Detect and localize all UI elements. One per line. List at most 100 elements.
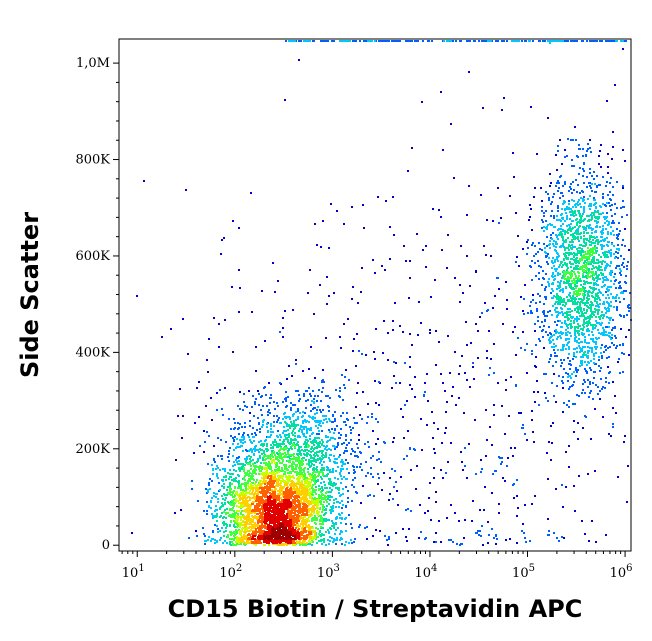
- event-dot: [241, 510, 243, 512]
- event-dot: [253, 415, 255, 417]
- event-dot: [610, 305, 612, 307]
- event-dot: [481, 312, 483, 314]
- event-dot: [564, 278, 566, 280]
- event-dot: [564, 282, 566, 284]
- event-dot: [446, 40, 448, 42]
- event-dot: [563, 271, 565, 273]
- event-dot: [545, 210, 547, 212]
- event-dot: [581, 266, 583, 268]
- event-dot: [614, 203, 616, 205]
- event-dot: [614, 213, 616, 215]
- event-dot: [574, 340, 576, 342]
- event-dot: [313, 448, 315, 450]
- event-dot: [210, 397, 212, 399]
- event-dot: [532, 294, 534, 296]
- event-dot: [454, 512, 456, 514]
- event-dot: [356, 333, 358, 335]
- event-dot: [602, 225, 604, 227]
- event-dot: [498, 503, 500, 505]
- event-dot: [541, 200, 543, 202]
- event-dot: [311, 457, 313, 459]
- event-dot: [341, 543, 343, 545]
- event-dot: [593, 289, 595, 291]
- event-dot: [406, 455, 408, 457]
- event-dot: [582, 220, 584, 222]
- event-dot: [567, 380, 569, 382]
- event-dot: [613, 306, 615, 308]
- event-dot: [255, 449, 257, 451]
- event-dot: [368, 40, 370, 42]
- event-dot: [514, 447, 516, 449]
- event-dot: [543, 215, 545, 217]
- event-dot: [233, 449, 235, 451]
- event-dot: [462, 292, 464, 294]
- event-dot: [392, 329, 394, 331]
- event-dot: [331, 520, 333, 522]
- event-dot: [572, 246, 574, 248]
- event-dot: [610, 209, 612, 211]
- event-dot: [306, 428, 308, 430]
- event-dot: [543, 243, 545, 245]
- event-dot: [228, 418, 230, 420]
- event-dot: [263, 444, 265, 446]
- event-dot: [347, 497, 349, 499]
- event-dot: [337, 501, 339, 503]
- event-dot: [199, 445, 201, 447]
- event-dot: [605, 308, 607, 310]
- event-dot: [354, 40, 356, 42]
- event-dot: [583, 379, 585, 381]
- event-dot: [288, 436, 290, 438]
- event-dot: [565, 286, 567, 288]
- event-dot: [353, 338, 355, 340]
- event-dot: [607, 172, 609, 174]
- event-dot: [617, 252, 619, 254]
- event-dot: [319, 458, 321, 460]
- event-dot: [575, 303, 577, 305]
- event-dot: [599, 398, 601, 400]
- event-dot: [297, 424, 299, 426]
- event-dot: [618, 248, 620, 250]
- event-dot: [331, 471, 333, 473]
- event-dot: [549, 42, 551, 44]
- event-dot: [566, 208, 568, 210]
- event-dot: [305, 439, 307, 441]
- event-dot: [608, 322, 610, 324]
- event-dot: [223, 511, 225, 513]
- event-dot: [348, 542, 350, 544]
- event-dot: [597, 284, 599, 286]
- event-dot: [253, 479, 255, 481]
- event-dot: [216, 465, 218, 467]
- event-dot: [321, 455, 323, 457]
- event-dot: [513, 176, 515, 178]
- event-dot: [307, 292, 309, 294]
- event-dot: [506, 308, 508, 310]
- event-dot: [343, 442, 345, 444]
- event-dot: [541, 227, 543, 229]
- event-dot: [382, 40, 384, 42]
- event-dot: [214, 542, 216, 544]
- event-dot: [309, 465, 311, 467]
- event-dot: [288, 466, 290, 468]
- event-dot: [557, 320, 559, 322]
- event-dot: [161, 336, 163, 338]
- event-dot: [608, 433, 610, 435]
- event-dot: [593, 40, 595, 42]
- event-dot: [214, 539, 216, 541]
- event-dot: [598, 332, 600, 334]
- event-dot: [619, 344, 621, 346]
- event-dot: [616, 309, 618, 311]
- event-dot: [586, 40, 588, 42]
- event-dot: [579, 225, 581, 227]
- event-dot: [445, 411, 447, 413]
- event-dot: [548, 285, 550, 287]
- event-dot: [485, 455, 487, 457]
- event-dot: [597, 393, 599, 395]
- event-dot: [448, 539, 450, 541]
- event-dot: [602, 176, 604, 178]
- event-dot: [216, 493, 218, 495]
- event-dot: [605, 267, 607, 269]
- event-dot: [590, 203, 592, 205]
- event-dot: [553, 240, 555, 242]
- event-dot: [564, 149, 566, 151]
